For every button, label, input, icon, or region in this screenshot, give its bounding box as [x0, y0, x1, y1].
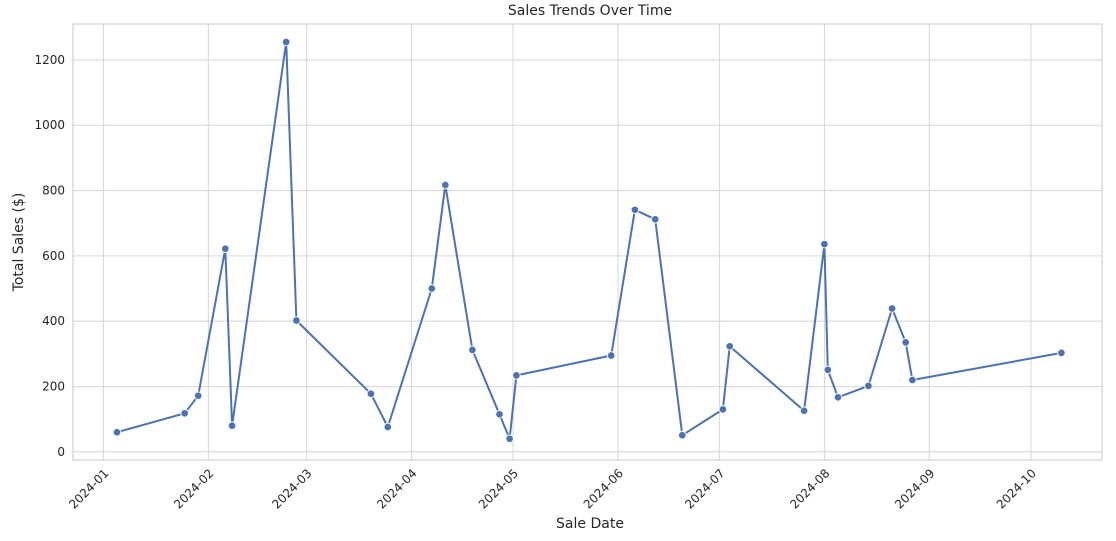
data-point — [908, 375, 917, 385]
y-tick-label: 200 — [42, 380, 65, 394]
y-tick-label: 600 — [42, 249, 65, 263]
data-point — [112, 427, 122, 437]
data-point — [799, 406, 809, 415]
data-point — [630, 205, 640, 215]
x-axis-ticks: 2024-01 2024-02 2024-03 2024-04 2024-05 2024-… — [66, 466, 1039, 511]
data-point — [366, 389, 376, 398]
data-point — [505, 434, 514, 444]
data-point — [820, 239, 829, 249]
data-point — [650, 215, 660, 224]
data-point — [193, 391, 203, 400]
x-tick-label: 2024-07 — [682, 466, 727, 511]
x-axis-label: Sale Date — [556, 516, 624, 532]
data-point — [441, 180, 450, 190]
x-tick-label: 2024-02 — [171, 466, 216, 511]
data-point — [823, 365, 833, 375]
x-tick-label: 2024-01 — [66, 466, 111, 511]
x-tick-label: 2024-05 — [476, 466, 521, 511]
data-point — [281, 37, 291, 47]
data-point — [383, 422, 393, 432]
y-axis-ticks: 0 200 400 600 800 1000 1200 — [34, 53, 65, 459]
data-point — [512, 371, 521, 380]
data-point — [864, 381, 873, 391]
data-point — [1057, 348, 1066, 358]
data-point — [901, 338, 910, 347]
data-point — [227, 421, 237, 430]
y-tick-label: 0 — [57, 445, 65, 459]
x-tick-label: 2024-08 — [787, 466, 832, 511]
plot-frame — [72, 23, 1103, 461]
data-point — [678, 430, 687, 440]
y-axis-label: Total Sales ($) — [11, 193, 27, 293]
series-line — [116, 41, 1062, 440]
x-tick-label: 2024-09 — [892, 466, 937, 511]
data-point — [427, 284, 437, 293]
data-point — [725, 342, 734, 351]
data-point — [495, 410, 504, 419]
data-point — [292, 316, 301, 325]
data-point — [180, 409, 189, 418]
data-point — [887, 304, 897, 313]
y-tick-label: 1200 — [34, 53, 65, 67]
data-point — [221, 244, 230, 253]
x-tick-label: 2024-10 — [994, 466, 1039, 511]
series-layer — [112, 37, 1066, 444]
data-point — [833, 393, 843, 402]
data-point — [606, 351, 616, 360]
chart-title: Sales Trends Over Time — [508, 3, 672, 19]
x-tick-label: 2024-04 — [374, 466, 419, 511]
x-tick-label: 2024-06 — [581, 466, 626, 511]
data-point — [718, 405, 728, 414]
y-tick-label: 800 — [42, 184, 65, 198]
data-point — [468, 345, 477, 355]
x-tick-label: 2024-03 — [269, 466, 314, 511]
y-tick-label: 400 — [42, 314, 65, 328]
y-tick-label: 1000 — [34, 118, 65, 132]
grid-layer — [73, 24, 1102, 460]
